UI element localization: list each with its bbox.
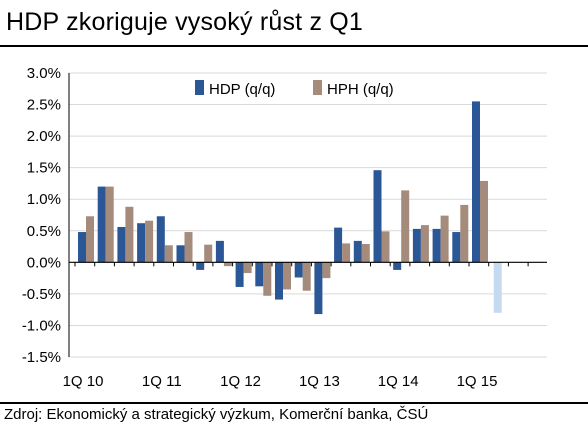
bar-hph	[263, 262, 272, 296]
chart-title: HDP zkoriguje vysoký růst z Q1	[6, 8, 364, 36]
bar-hph	[480, 180, 488, 263]
bar-hph	[401, 190, 410, 263]
bar-hdp	[493, 262, 502, 313]
y-axis: -1.5% -1.0% -0.5% 0.0% 0.5% 1.0% 1.5% 2.0% 2.5% 3…	[22, 65, 70, 366]
x-tick-label: 1Q 14	[378, 373, 419, 390]
bar-hph	[105, 186, 114, 263]
bar-hdp	[156, 216, 165, 263]
bar-hph	[361, 244, 370, 263]
x-tick-label: 1Q 10	[63, 373, 104, 390]
bar-hdp	[97, 186, 106, 263]
bar-hdp	[432, 228, 441, 263]
bar-hdp	[393, 262, 402, 270]
bar-hph	[322, 262, 331, 279]
bar-hph	[342, 243, 351, 263]
bar-hph	[302, 262, 311, 291]
bar-hph	[86, 216, 94, 263]
gridlines	[69, 72, 547, 358]
bar-hph	[223, 262, 232, 267]
y-tick-label: -0.5%	[22, 286, 61, 303]
source-note: Zdroj: Ekonomický a strategický výzkum, …	[4, 406, 429, 423]
bar-hdp	[472, 101, 480, 263]
bar-hph	[460, 204, 469, 263]
bar-hdp	[452, 232, 461, 263]
bar-hph	[184, 232, 193, 263]
legend-swatch	[313, 80, 322, 95]
bar-hph	[440, 215, 449, 263]
bar-hdp	[255, 262, 264, 287]
bar-hdp	[294, 262, 303, 278]
y-tick-label: 2.0%	[27, 128, 61, 145]
bar-hdp	[412, 228, 421, 263]
bar-hdp	[353, 240, 362, 263]
y-tick-label: 3.0%	[27, 65, 61, 82]
bar-hdp	[176, 245, 185, 263]
bar-hdp	[137, 223, 146, 263]
bar-hdp	[215, 240, 224, 263]
bar-hdp	[334, 227, 343, 263]
y-tick-label: 1.5%	[27, 160, 61, 177]
y-tick-label: 0.0%	[27, 254, 61, 271]
bar-hdp	[373, 170, 382, 263]
bar-hdp	[78, 232, 86, 263]
y-tick-label: 0.5%	[27, 223, 61, 240]
y-tick-label: -1.0%	[22, 317, 61, 334]
y-tick-label: 2.5%	[27, 97, 61, 114]
bar-hph	[204, 244, 213, 263]
legend-label: HPH (q/q)	[327, 81, 394, 98]
bar-hdp	[314, 262, 323, 315]
bar-hph	[420, 225, 429, 263]
title-divider	[0, 45, 588, 47]
source-divider	[0, 402, 588, 404]
bar-hph	[145, 220, 154, 263]
bar-hdp	[117, 226, 126, 263]
bar-hdp	[196, 262, 205, 270]
bar-hdp	[235, 262, 244, 287]
bar-hph	[381, 231, 390, 263]
bar-hph	[283, 262, 291, 290]
x-tick-label: 1Q 11	[142, 373, 182, 390]
bar-hdp	[275, 262, 283, 300]
y-tick-label: -1.5%	[22, 349, 61, 366]
bar-hph	[243, 262, 252, 274]
x-tick-label: 1Q 13	[299, 373, 340, 390]
legend-swatch	[195, 80, 204, 95]
x-tick-label: 1Q 15	[457, 373, 498, 390]
y-tick-label: 1.0%	[27, 191, 61, 208]
legend: HDP (q/q) HPH (q/q)	[195, 80, 394, 98]
bars	[78, 101, 502, 315]
x-tick-label: 1Q 12	[220, 373, 261, 390]
bar-hph	[164, 245, 173, 263]
x-axis: 1Q 10 1Q 11 1Q 12 1Q 13 1Q 14 1Q 15	[63, 373, 498, 390]
legend-label: HDP (q/q)	[209, 81, 275, 98]
bar-hph	[125, 206, 134, 263]
zero-axis	[69, 261, 547, 267]
